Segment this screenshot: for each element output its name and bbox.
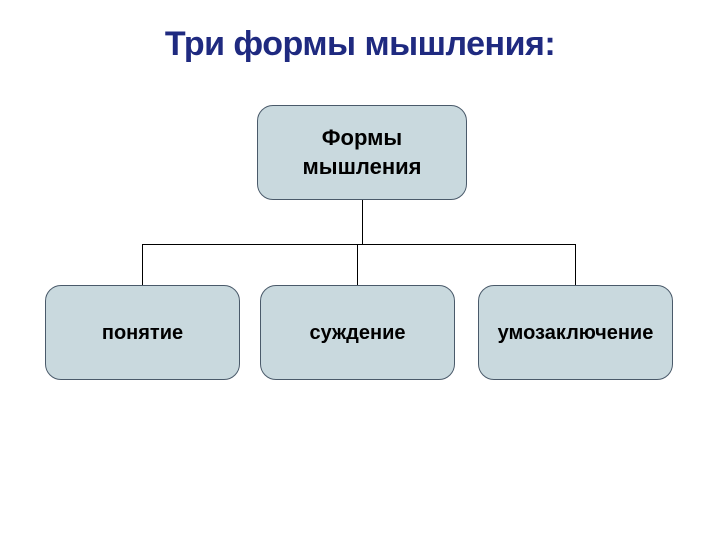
- diagram-title: Три формы мышления:: [0, 0, 720, 64]
- root-node: Формы мышления: [257, 105, 467, 200]
- connector-vertical-child-1: [357, 244, 358, 285]
- connector-vertical-child-0: [142, 244, 143, 285]
- child-node-2-label: умозаключение: [498, 320, 654, 346]
- child-node-0-label: понятие: [102, 320, 183, 346]
- connector-vertical-root: [362, 200, 363, 244]
- root-node-label: Формы мышления: [303, 124, 422, 181]
- child-node-1: суждение: [260, 285, 455, 380]
- child-node-2: умозаключение: [478, 285, 673, 380]
- connector-horizontal: [143, 244, 576, 245]
- connector-vertical-child-2: [575, 244, 576, 285]
- child-node-0: понятие: [45, 285, 240, 380]
- child-node-1-label: суждение: [310, 320, 406, 346]
